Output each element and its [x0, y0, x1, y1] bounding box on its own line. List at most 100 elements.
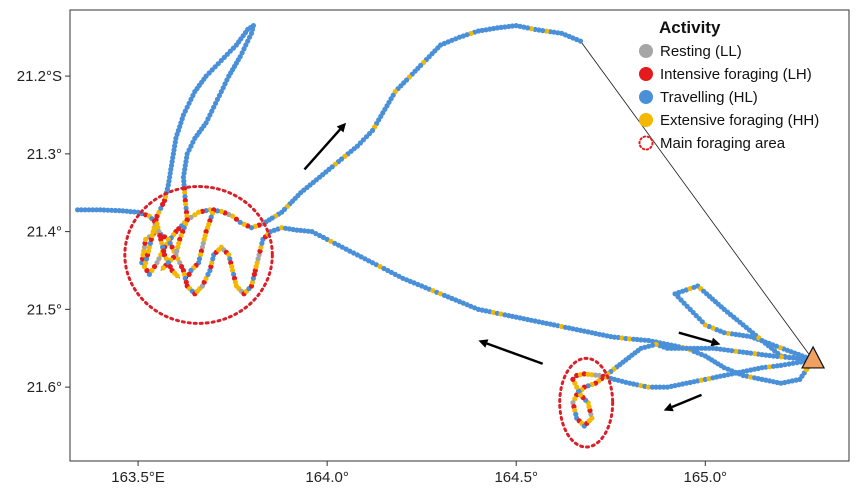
location-fix: [209, 260, 215, 266]
location-fix: [794, 360, 800, 366]
location-fix: [543, 28, 550, 34]
location-fix: [623, 335, 629, 342]
legend-entries: Resting (LL) Intensive foraging (LH) Trave…: [638, 43, 819, 152]
location-fix: [586, 404, 592, 410]
location-fix: [157, 232, 163, 239]
location-fix: [167, 264, 173, 270]
location-fix: [75, 207, 81, 213]
location-fix: [668, 345, 674, 351]
x-tick-label: 165.0°: [684, 469, 728, 486]
location-fix: [167, 170, 173, 176]
location-fix: [159, 240, 165, 246]
location-fix: [241, 46, 247, 52]
location-fix: [177, 260, 183, 266]
location-fix: [653, 384, 659, 390]
location-fix: [680, 345, 686, 351]
location-fix: [183, 159, 189, 165]
location-fix: [169, 244, 175, 250]
location-fix: [721, 347, 727, 353]
location-fix: [174, 273, 180, 279]
location-fix: [170, 151, 176, 157]
location-fix: [141, 244, 147, 250]
location-fix: [183, 209, 190, 215]
location-fix: [141, 248, 147, 254]
colony-triangle-marker: [801, 345, 826, 369]
location-fix: [259, 240, 265, 246]
location-fix: [226, 252, 232, 258]
location-fix: [196, 256, 203, 262]
location-fix: [748, 350, 754, 356]
location-fix: [572, 396, 578, 402]
y-tick-label: 21.6°: [27, 379, 62, 396]
location-fix: [506, 23, 512, 30]
location-fix: [168, 162, 175, 169]
location-fix: [82, 207, 88, 213]
location-fix: [253, 264, 259, 270]
location-fix: [305, 228, 311, 234]
location-fix: [243, 42, 249, 48]
location-fix: [786, 361, 792, 367]
location-fix: [205, 116, 211, 122]
direction-arrow-shaft: [486, 342, 544, 365]
location-fix: [183, 201, 189, 207]
location-fix: [502, 24, 508, 30]
location-fix: [182, 166, 188, 172]
location-fix: [188, 96, 194, 102]
location-fix: [196, 209, 202, 215]
location-fix: [182, 190, 188, 196]
location-fix: [513, 23, 519, 29]
location-fix: [294, 227, 300, 233]
location-fix: [180, 229, 186, 235]
location-fix: [176, 240, 182, 246]
legend-label: Travelling (HL): [660, 89, 758, 106]
legend: Activity Resting (LL) Intensive foraging …: [638, 18, 819, 152]
location-fix: [229, 264, 235, 270]
location-fix: [175, 256, 181, 262]
location-fix: [571, 404, 577, 410]
location-fix: [615, 334, 621, 341]
location-fix: [222, 81, 228, 87]
location-fix: [124, 208, 130, 214]
location-fix: [177, 236, 183, 242]
location-fix: [181, 225, 187, 231]
location-fix: [183, 221, 189, 227]
location-fix: [751, 351, 758, 357]
location-fix: [151, 264, 158, 270]
location-fix: [254, 260, 260, 266]
location-fix: [109, 207, 115, 213]
location-fix: [763, 364, 769, 370]
location-fix: [687, 345, 693, 351]
location-fix: [146, 271, 152, 277]
location-fix: [733, 348, 739, 354]
location-fix: [216, 92, 222, 99]
location-fix: [587, 407, 593, 414]
location-fix: [710, 345, 716, 351]
location-fix: [702, 345, 708, 351]
location-fix: [144, 256, 150, 262]
location-fix: [695, 345, 701, 351]
location-fix: [798, 359, 804, 365]
location-fix: [184, 104, 190, 110]
colony-layer: [801, 345, 826, 369]
location-fix: [207, 267, 213, 274]
location-fix: [209, 108, 215, 114]
direction-arrow-head: [336, 122, 347, 133]
location-fix: [78, 207, 84, 213]
location-fix: [167, 240, 173, 246]
location-fix: [184, 155, 190, 161]
location-fix: [175, 127, 181, 134]
location-fix: [249, 26, 256, 32]
location-fix: [363, 134, 370, 140]
location-fix: [759, 365, 765, 371]
location-fix: [184, 217, 190, 223]
location-fix: [200, 240, 206, 246]
location-fix: [247, 34, 253, 40]
location-fix: [171, 147, 177, 153]
location-fix: [188, 214, 194, 220]
location-fix: [182, 108, 188, 114]
location-fix: [619, 335, 625, 341]
location-fix: [570, 400, 576, 406]
location-fix: [160, 244, 166, 250]
location-fix: [210, 256, 216, 262]
location-fix: [570, 376, 576, 382]
